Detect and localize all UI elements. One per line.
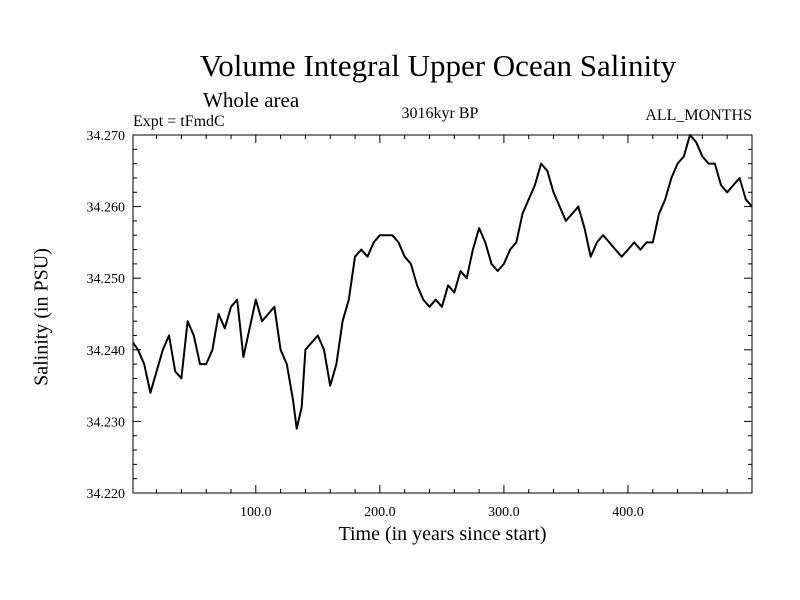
x-tick-label: 200.0: [364, 505, 396, 520]
axis-tick-labels: 100.0 200.0 300.0 400.0 34.220 34.230 34.240 34…: [87, 129, 644, 520]
chart-title: Volume Integral Upper Ocean Salinity: [199, 48, 677, 83]
period-label: 3016kyr BP: [401, 105, 479, 122]
x-tick-label: 300.0: [488, 505, 520, 520]
x-axis-label: Time (in years since start): [338, 523, 547, 545]
y-tick-label: 34.260: [87, 201, 126, 216]
x-tick-label: 400.0: [612, 505, 644, 520]
y-tick-label: 34.230: [87, 415, 126, 430]
y-tick-label: 34.270: [87, 129, 126, 144]
axis-ticks: [133, 134, 752, 494]
months-label: ALL_MONTHS: [645, 107, 752, 124]
salinity-series-line: [132, 134, 753, 430]
y-tick-label: 34.220: [87, 487, 126, 502]
chart-subtitle: Whole area: [203, 88, 300, 112]
y-tick-label: 34.250: [87, 272, 126, 287]
experiment-label: Expt = tFmdC: [133, 113, 225, 130]
plot-frame: [132, 134, 753, 494]
x-tick-label: 100.0: [240, 505, 272, 520]
y-tick-label: 34.240: [87, 344, 126, 359]
